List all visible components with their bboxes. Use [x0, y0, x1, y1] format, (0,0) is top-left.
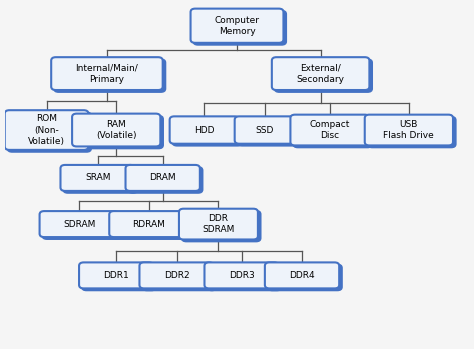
Text: DDR
SDRAM: DDR SDRAM: [202, 214, 235, 234]
FancyBboxPatch shape: [207, 265, 282, 290]
Text: HDD: HDD: [194, 126, 215, 134]
FancyBboxPatch shape: [75, 116, 163, 149]
FancyBboxPatch shape: [268, 265, 342, 290]
FancyBboxPatch shape: [61, 165, 135, 191]
FancyBboxPatch shape: [173, 118, 242, 146]
FancyBboxPatch shape: [265, 262, 339, 288]
Text: DDR3: DDR3: [229, 271, 255, 280]
Text: ROM
(Non-
Volatile): ROM (Non- Volatile): [28, 114, 65, 146]
Text: SRAM: SRAM: [85, 173, 110, 183]
FancyBboxPatch shape: [170, 116, 239, 144]
FancyBboxPatch shape: [191, 9, 283, 43]
Text: DDR1: DDR1: [103, 271, 129, 280]
Text: Internal/Main/
Primary: Internal/Main/ Primary: [75, 64, 138, 84]
FancyBboxPatch shape: [291, 115, 369, 146]
FancyBboxPatch shape: [128, 167, 202, 193]
FancyBboxPatch shape: [179, 209, 258, 239]
FancyBboxPatch shape: [51, 57, 163, 90]
Text: DDR2: DDR2: [164, 271, 190, 280]
FancyBboxPatch shape: [126, 165, 200, 191]
FancyBboxPatch shape: [8, 112, 91, 152]
FancyBboxPatch shape: [235, 116, 295, 144]
Text: External/
Secondary: External/ Secondary: [297, 64, 345, 84]
Text: DDR4: DDR4: [289, 271, 315, 280]
FancyBboxPatch shape: [54, 59, 165, 92]
FancyBboxPatch shape: [367, 117, 456, 148]
FancyBboxPatch shape: [182, 211, 261, 242]
FancyBboxPatch shape: [272, 57, 369, 90]
FancyBboxPatch shape: [365, 115, 453, 146]
FancyBboxPatch shape: [193, 11, 286, 45]
FancyBboxPatch shape: [204, 262, 279, 288]
FancyBboxPatch shape: [293, 117, 372, 148]
FancyBboxPatch shape: [142, 265, 217, 290]
FancyBboxPatch shape: [112, 213, 191, 239]
FancyBboxPatch shape: [72, 114, 160, 147]
FancyBboxPatch shape: [237, 118, 298, 146]
FancyBboxPatch shape: [40, 211, 118, 237]
Text: Compact
Disc: Compact Disc: [310, 120, 350, 140]
Text: RDRAM: RDRAM: [132, 220, 165, 229]
FancyBboxPatch shape: [274, 59, 372, 92]
Text: USB
Flash Drive: USB Flash Drive: [383, 120, 434, 140]
Text: DRAM: DRAM: [149, 173, 176, 183]
Text: SSD: SSD: [255, 126, 274, 134]
Text: RAM
(Volatile): RAM (Volatile): [96, 120, 137, 140]
FancyBboxPatch shape: [42, 213, 121, 239]
FancyBboxPatch shape: [79, 262, 154, 288]
FancyBboxPatch shape: [63, 167, 137, 193]
Text: Computer
Memory: Computer Memory: [215, 16, 259, 36]
FancyBboxPatch shape: [109, 211, 188, 237]
FancyBboxPatch shape: [82, 265, 156, 290]
Text: SDRAM: SDRAM: [63, 220, 95, 229]
FancyBboxPatch shape: [139, 262, 214, 288]
FancyBboxPatch shape: [5, 110, 88, 150]
